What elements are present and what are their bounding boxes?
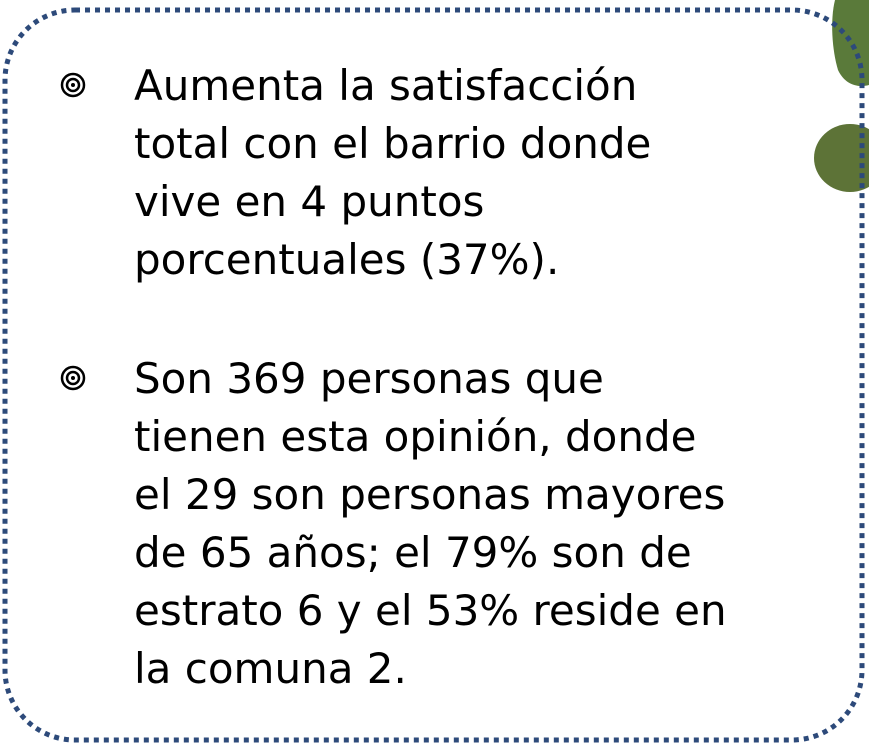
text-line: tienen esta opinión, donde [134,412,697,461]
text-line: la comuna 2. [134,644,407,693]
leaf-decoration [832,0,869,87]
bullet-icon [60,72,86,98]
dashed-frame [2,7,865,743]
text-line: porcentuales (37%). [134,235,559,284]
bullet-icon [60,365,86,391]
text-line: Aumenta la satisfacción [134,61,637,110]
berry-decoration [814,124,869,192]
text-line: estrato 6 y el 53% reside en [134,586,727,635]
text-line: Son 369 personas que [134,354,604,403]
text-line: el 29 son personas mayores [134,470,725,519]
text-line: total con el barrio donde [134,119,651,168]
bullet-text: Aumenta la satisfacción total con el barr… [134,61,727,693]
text-line: de 65 años; el 79% son de [134,528,692,577]
text-line: vive en 4 puntos [134,177,484,226]
